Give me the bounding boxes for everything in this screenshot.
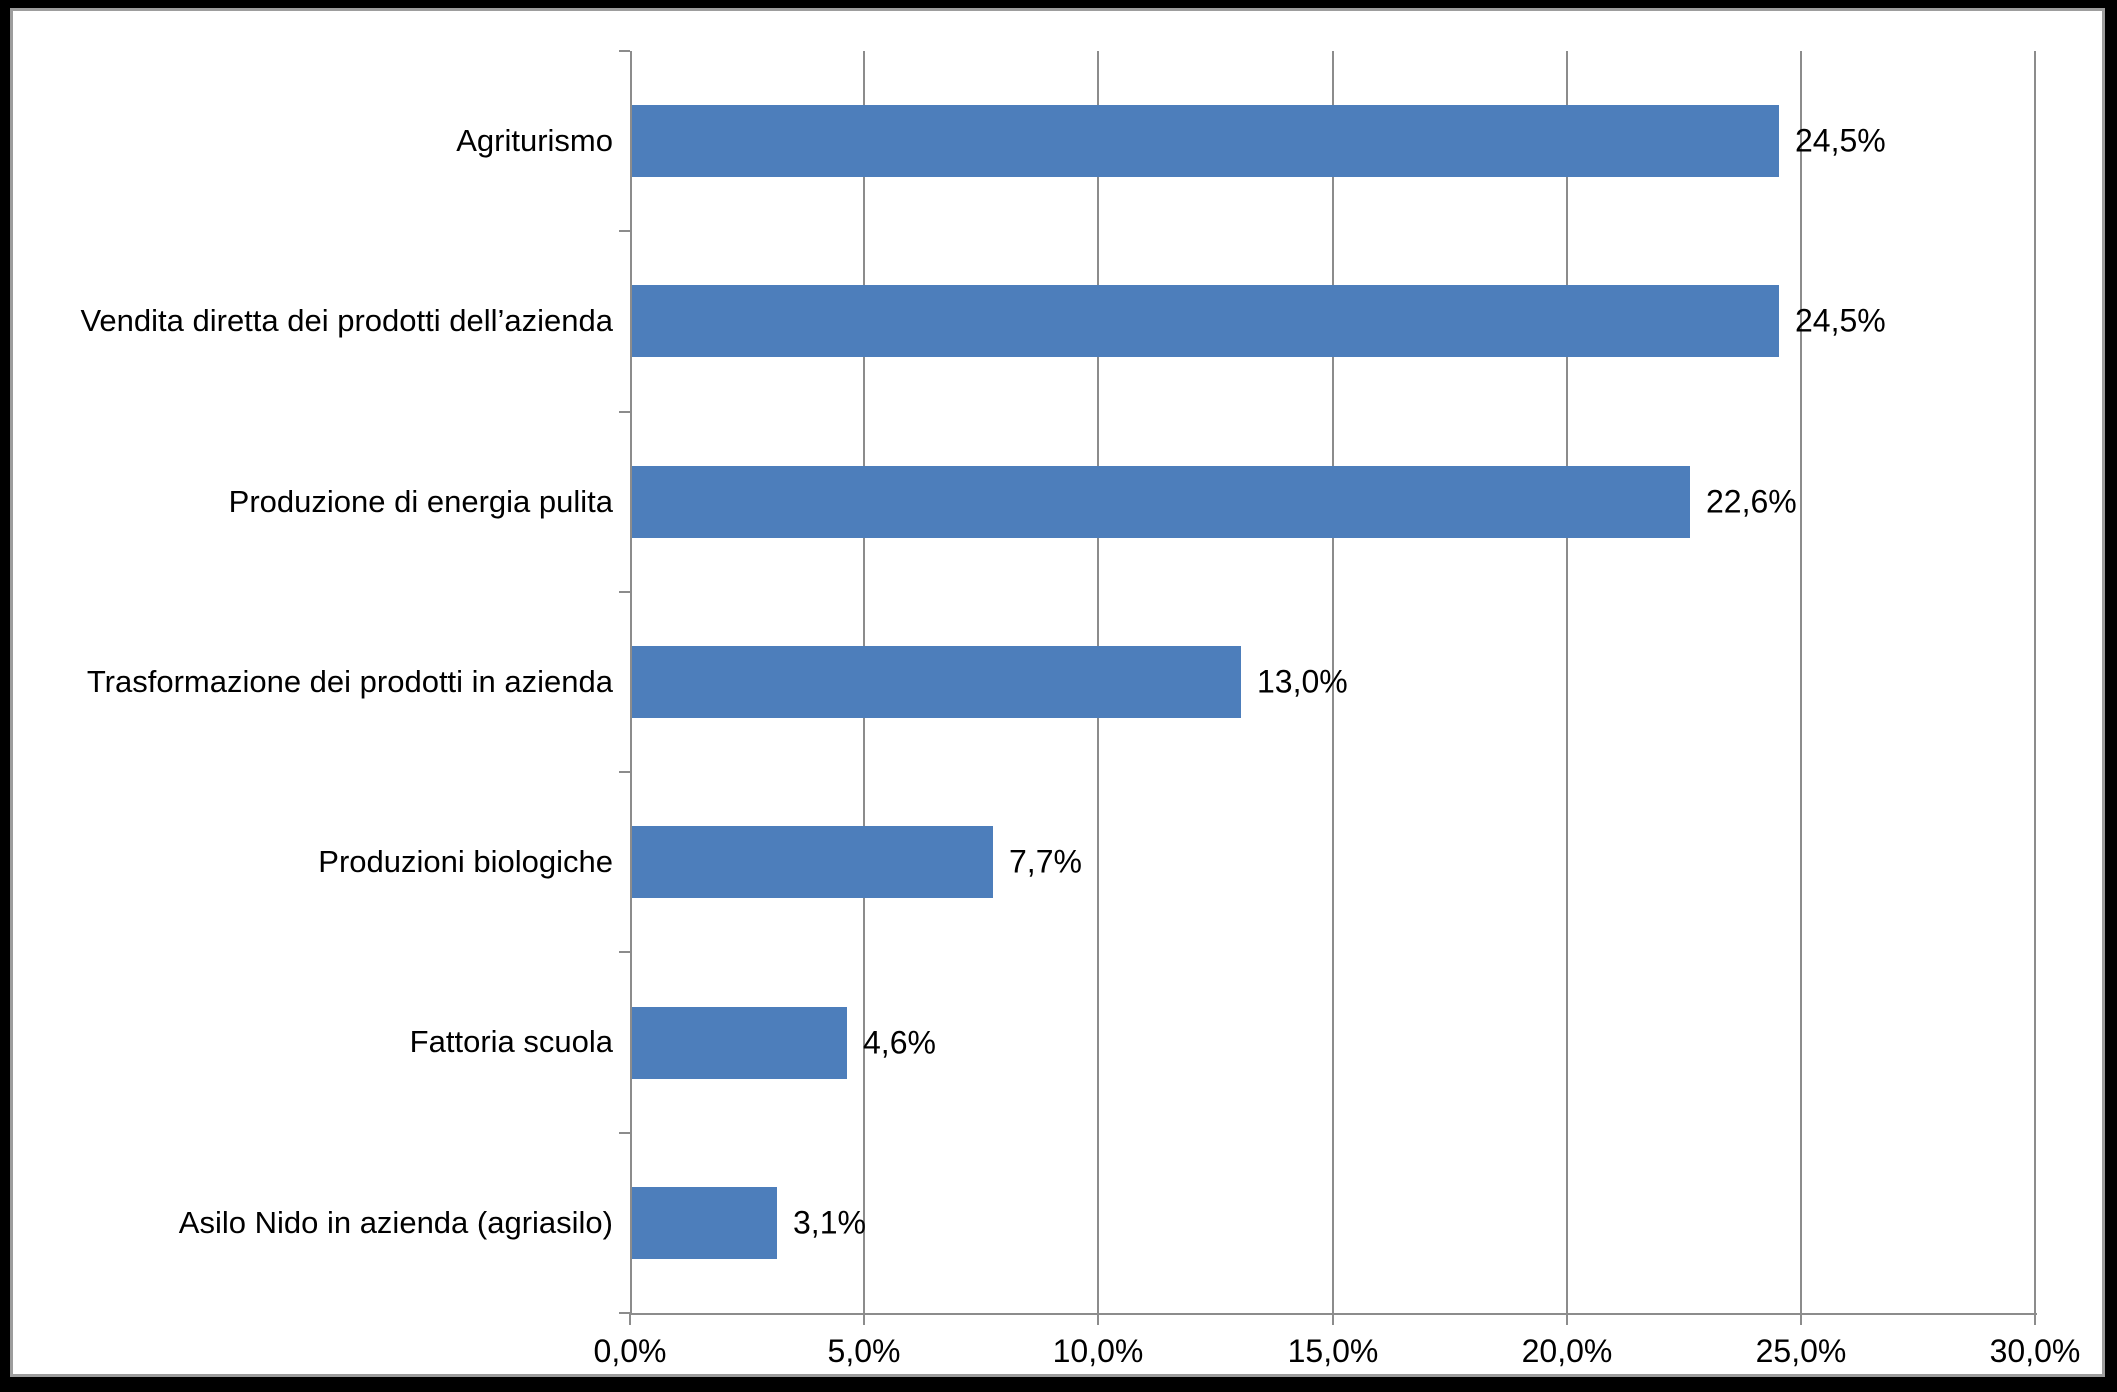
x-tick-15 xyxy=(1332,1313,1334,1325)
gridline-25 xyxy=(1800,51,1802,1313)
x-tick-label-5: 5,0% xyxy=(827,1333,901,1369)
value-label-6: 3,1% xyxy=(793,1204,866,1241)
y-tick-4 xyxy=(619,771,630,773)
x-tick-label-0: 0,0% xyxy=(593,1333,667,1369)
bar-4 xyxy=(632,826,993,898)
value-label-5: 4,6% xyxy=(863,1024,936,1061)
y-tick-7 xyxy=(619,1312,630,1314)
bar-0 xyxy=(632,105,1779,177)
x-tick-25 xyxy=(1800,1313,1802,1325)
gridline-30 xyxy=(2034,51,2036,1313)
x-tick-20 xyxy=(1566,1313,1568,1325)
x-tick-label-15: 15,0% xyxy=(1287,1333,1379,1369)
category-label-0: Agriturismo xyxy=(456,123,613,158)
x-tick-label-30: 30,0% xyxy=(1989,1333,2081,1369)
x-tick-10 xyxy=(1097,1313,1099,1325)
x-tick-label-25: 25,0% xyxy=(1755,1333,1847,1369)
value-label-4: 7,7% xyxy=(1009,843,1082,880)
chart-panel: 24,5% Agriturismo 24,5% Vendita diretta dei… xyxy=(10,8,2105,1377)
y-tick-2 xyxy=(619,411,630,413)
gridline-20 xyxy=(1566,51,1568,1313)
bar-3 xyxy=(632,646,1241,718)
y-tick-6 xyxy=(619,1132,630,1134)
value-label-1: 24,5% xyxy=(1795,302,1886,339)
bar-6 xyxy=(632,1187,777,1259)
value-label-0: 24,5% xyxy=(1795,122,1886,159)
category-label-4: Produzioni biologiche xyxy=(318,844,613,879)
y-tick-0 xyxy=(619,50,630,52)
y-tick-5 xyxy=(619,951,630,953)
bar-2 xyxy=(632,466,1690,538)
x-tick-label-10: 10,0% xyxy=(1052,1333,1144,1369)
bar-1 xyxy=(632,285,1779,357)
value-label-2: 22,6% xyxy=(1706,483,1797,520)
gridline-15 xyxy=(1332,51,1334,1313)
value-label-3: 13,0% xyxy=(1257,663,1348,700)
y-axis-line xyxy=(630,51,632,1313)
x-tick-30 xyxy=(2034,1313,2036,1325)
category-label-6: Asilo Nido in azienda (agriasilo) xyxy=(178,1205,613,1240)
category-label-3: Trasformazione dei prodotti in azienda xyxy=(86,664,613,699)
category-label-2: Produzione di energia pulita xyxy=(228,484,613,519)
x-tick-0 xyxy=(629,1313,631,1325)
category-label-1: Vendita diretta dei prodotti dell’aziend… xyxy=(80,303,613,338)
x-tick-5 xyxy=(863,1313,865,1325)
y-tick-1 xyxy=(619,230,630,232)
bar-5 xyxy=(632,1007,847,1079)
category-label-5: Fattoria scuola xyxy=(409,1024,613,1059)
y-tick-3 xyxy=(619,591,630,593)
x-tick-label-20: 20,0% xyxy=(1521,1333,1613,1369)
